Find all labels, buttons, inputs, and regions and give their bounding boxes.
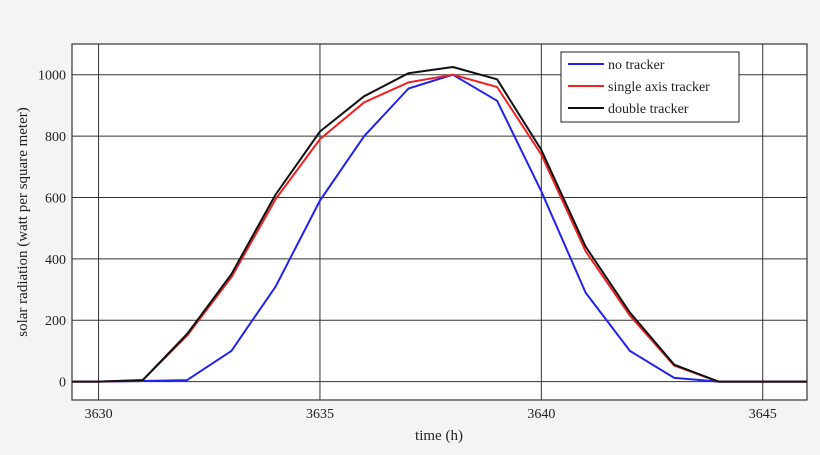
y-tick-label: 0 bbox=[59, 376, 66, 391]
y-tick-label: 400 bbox=[45, 253, 66, 268]
plot-frame bbox=[71, 43, 808, 401]
legend: no tracker single axis tracker double trac… bbox=[560, 51, 740, 123]
legend-label: single axis tracker bbox=[608, 80, 710, 95]
y-tick-label: 200 bbox=[45, 314, 66, 329]
x-axis-label: time (h) bbox=[415, 428, 463, 444]
y-tick-label: 600 bbox=[45, 191, 66, 206]
y-tick-label: 1000 bbox=[38, 69, 66, 84]
series-lines bbox=[72, 66, 807, 383]
y-ticks: 0 200 400 600 800 1000 bbox=[38, 69, 66, 391]
series-line-double-tracker bbox=[72, 66, 807, 383]
x-tick-label: 3630 bbox=[85, 407, 113, 422]
y-tick-label: 800 bbox=[45, 130, 66, 145]
x-tick-label: 3645 bbox=[749, 407, 777, 422]
legend-label: no tracker bbox=[608, 58, 665, 73]
x-tick-label: 3640 bbox=[527, 407, 555, 422]
legend-label: double tracker bbox=[608, 102, 689, 117]
series-line-no-tracker bbox=[72, 73, 807, 383]
y-axis-label: solar radiation (watt per square meter) bbox=[15, 107, 31, 336]
x-ticks: 3630 3635 3640 3645 bbox=[85, 407, 777, 422]
x-tick-label: 3635 bbox=[306, 407, 334, 422]
